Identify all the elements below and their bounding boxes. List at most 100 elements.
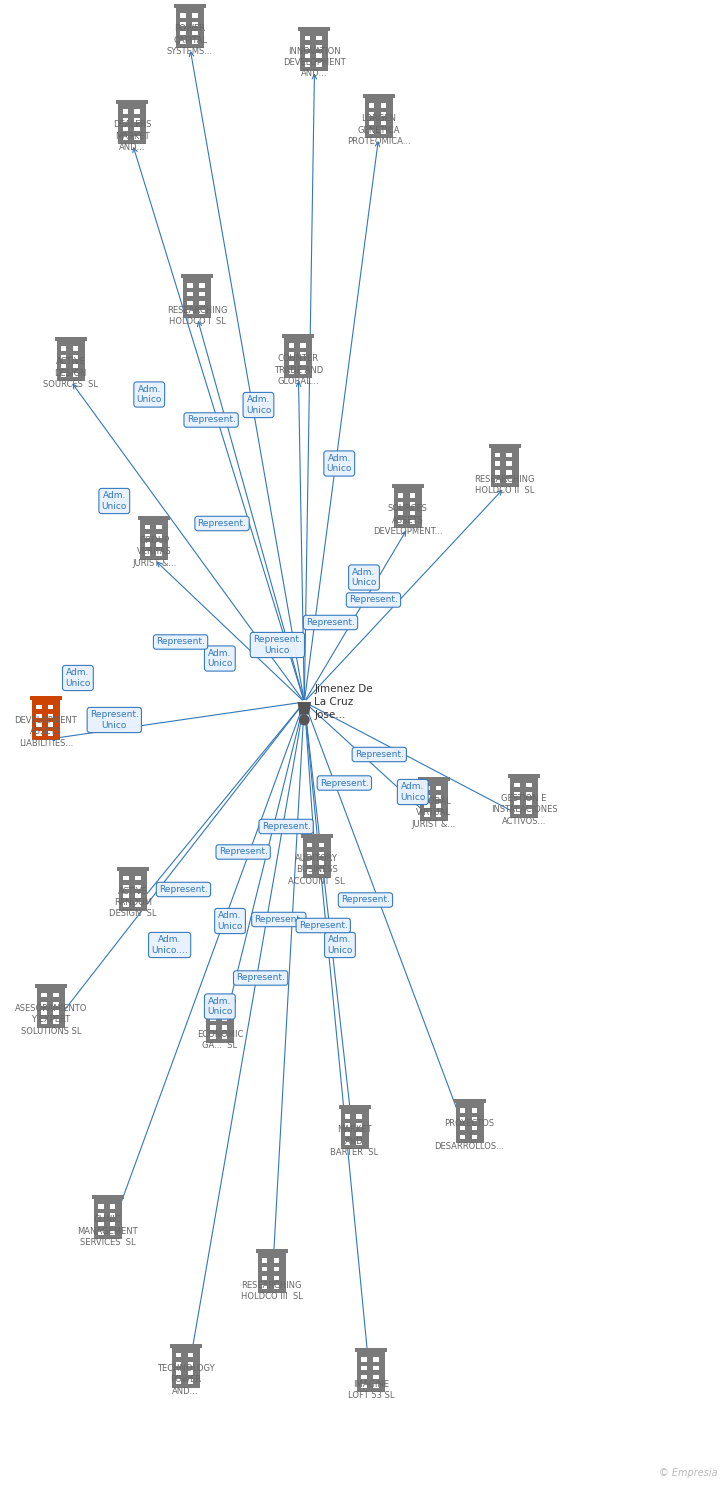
Text: Represent.: Represent.	[254, 915, 304, 924]
Bar	[357, 1124, 362, 1128]
Bar	[301, 352, 306, 357]
Bar	[305, 54, 310, 57]
Bar	[41, 1002, 47, 1007]
Bar	[365, 98, 392, 138]
Bar	[454, 1100, 486, 1102]
Bar	[135, 894, 141, 897]
Bar	[73, 364, 78, 368]
Bar	[301, 369, 306, 374]
Bar	[135, 885, 141, 890]
Bar	[357, 1114, 362, 1119]
Text: Represent.: Represent.	[349, 596, 398, 604]
Bar	[176, 1371, 181, 1374]
Bar	[110, 1230, 115, 1234]
Circle shape	[299, 714, 309, 726]
Text: Represent.: Represent.	[197, 519, 247, 528]
Bar	[210, 1026, 215, 1029]
Bar	[274, 1268, 279, 1272]
Text: GLOBAL
VIRTUAL
JURIST &...: GLOBAL VIRTUAL JURIST &...	[412, 796, 456, 828]
Bar	[192, 22, 197, 27]
Bar	[258, 1252, 285, 1293]
Bar	[61, 372, 66, 376]
Bar	[460, 1134, 465, 1138]
Bar	[192, 39, 197, 44]
Bar	[381, 104, 386, 108]
Text: GESTION E
INSTALACIONES
ACTIVOS...: GESTION E INSTALACIONES ACTIVOS...	[491, 794, 558, 825]
Bar	[510, 777, 538, 818]
Bar	[188, 284, 193, 288]
Bar	[507, 462, 512, 466]
Bar	[210, 1008, 215, 1013]
Text: Adm.
Unico: Adm. Unico	[102, 490, 127, 512]
Bar	[141, 519, 168, 560]
Bar	[119, 870, 147, 910]
Text: Represent.: Represent.	[355, 750, 404, 759]
Bar	[373, 1376, 379, 1378]
Text: ACTIVE
RANDOM
DESIGN  SL: ACTIVE RANDOM DESIGN SL	[109, 886, 157, 918]
Bar	[319, 861, 324, 864]
Bar	[319, 852, 324, 856]
Bar	[285, 338, 312, 378]
Bar	[289, 352, 294, 357]
Bar	[41, 1011, 47, 1014]
Bar	[373, 1358, 379, 1362]
Text: COUNTER
TRADE AND
GLOBAL...: COUNTER TRADE AND GLOBAL...	[274, 354, 323, 386]
Bar	[515, 801, 520, 804]
Bar	[436, 795, 441, 800]
Text: RESEARCHING
HOLDCO III  SL: RESEARCHING HOLDCO III SL	[241, 1281, 302, 1300]
Bar	[373, 1366, 379, 1371]
Bar	[495, 478, 500, 483]
Bar	[181, 274, 213, 278]
Bar	[424, 804, 430, 807]
Bar	[341, 1108, 368, 1149]
Bar	[369, 122, 374, 124]
Bar	[303, 837, 331, 878]
Text: Represent.: Represent.	[218, 847, 268, 856]
Bar	[274, 1258, 279, 1263]
Bar	[157, 525, 162, 530]
Bar	[30, 696, 62, 699]
Bar	[110, 1222, 115, 1226]
Bar	[420, 780, 448, 820]
Bar	[436, 804, 441, 807]
Bar	[357, 1352, 385, 1392]
Bar	[135, 876, 141, 880]
Bar	[138, 516, 170, 519]
Bar	[61, 346, 66, 351]
Bar	[145, 534, 150, 538]
Polygon shape	[298, 702, 311, 714]
Text: DEVELOPMENT
ASSETS
LIABILITIES...: DEVELOPMENT ASSETS LIABILITIES...	[15, 716, 77, 747]
Bar	[362, 1383, 367, 1388]
Bar	[381, 122, 386, 124]
Bar	[357, 1140, 362, 1144]
Bar	[176, 1362, 181, 1366]
Text: Adm.
Unico: Adm. Unico	[137, 384, 162, 405]
Bar	[507, 453, 512, 458]
Text: PROYECTOS
Y
DESARROLLOS...: PROYECTOS Y DESARROLLOS...	[435, 1119, 505, 1150]
Bar	[124, 902, 129, 906]
Bar	[317, 45, 322, 50]
Bar	[307, 852, 312, 856]
Text: Adm.
Unico: Adm. Unico	[352, 567, 376, 588]
Bar	[436, 812, 441, 816]
Bar	[188, 1371, 193, 1374]
Bar	[436, 786, 441, 790]
Bar	[157, 550, 162, 555]
Bar	[319, 843, 324, 848]
Bar	[398, 519, 403, 524]
Bar	[157, 543, 162, 546]
Bar	[157, 534, 162, 538]
Bar	[262, 1284, 267, 1288]
Bar	[37, 987, 65, 1028]
Bar	[53, 1011, 58, 1014]
Text: Represent.: Represent.	[261, 822, 311, 831]
Bar	[124, 876, 129, 880]
Bar	[222, 1008, 227, 1013]
Bar	[188, 292, 193, 297]
Bar	[282, 334, 314, 338]
Bar	[73, 372, 78, 376]
Bar	[145, 543, 150, 546]
Bar	[188, 1378, 193, 1383]
Bar	[369, 129, 374, 134]
Bar	[174, 4, 206, 8]
